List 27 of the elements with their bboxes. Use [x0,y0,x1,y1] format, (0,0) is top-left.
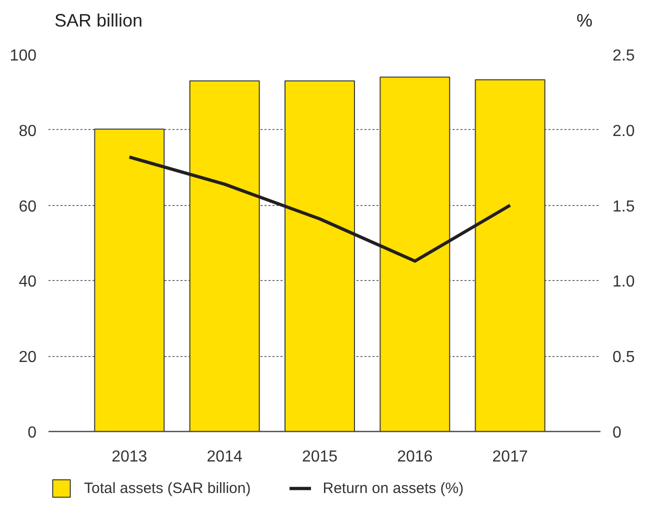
y2-tick-label: 0.5 [612,349,635,366]
y2-tick-label: 2.5 [612,48,635,64]
y-tick-label: 100 [10,48,37,64]
legend-label: Return on assets (%) [322,480,464,496]
bar [189,80,260,432]
x-tick-label: 2017 [492,448,528,466]
y2-axis-title: % [576,10,593,30]
y-tick-label: 40 [18,274,37,291]
x-tick-label: 2016 [397,448,433,466]
y2-tick-label: 1.0 [612,274,635,291]
y-tick-label: 20 [18,349,37,366]
y-axis-title: SAR billion [54,10,143,30]
bar [94,128,165,432]
x-tick-label: 2014 [206,448,242,466]
x-tick-label: 2013 [112,448,148,466]
y-tick-label: 80 [18,122,37,140]
bar [474,79,546,432]
y2-tick-label: 1.5 [612,198,635,216]
x-tick-label: 2015 [302,448,338,466]
y2-tick-label: 2.0 [612,122,635,140]
y2-tick-label: 0 [612,424,622,442]
y-tick-label: 60 [18,198,37,216]
line-series [128,155,512,263]
bar [284,80,355,432]
bar [380,76,450,432]
legend-label: Total assets (SAR billion) [84,480,251,496]
y-tick-label: 0 [28,424,37,442]
